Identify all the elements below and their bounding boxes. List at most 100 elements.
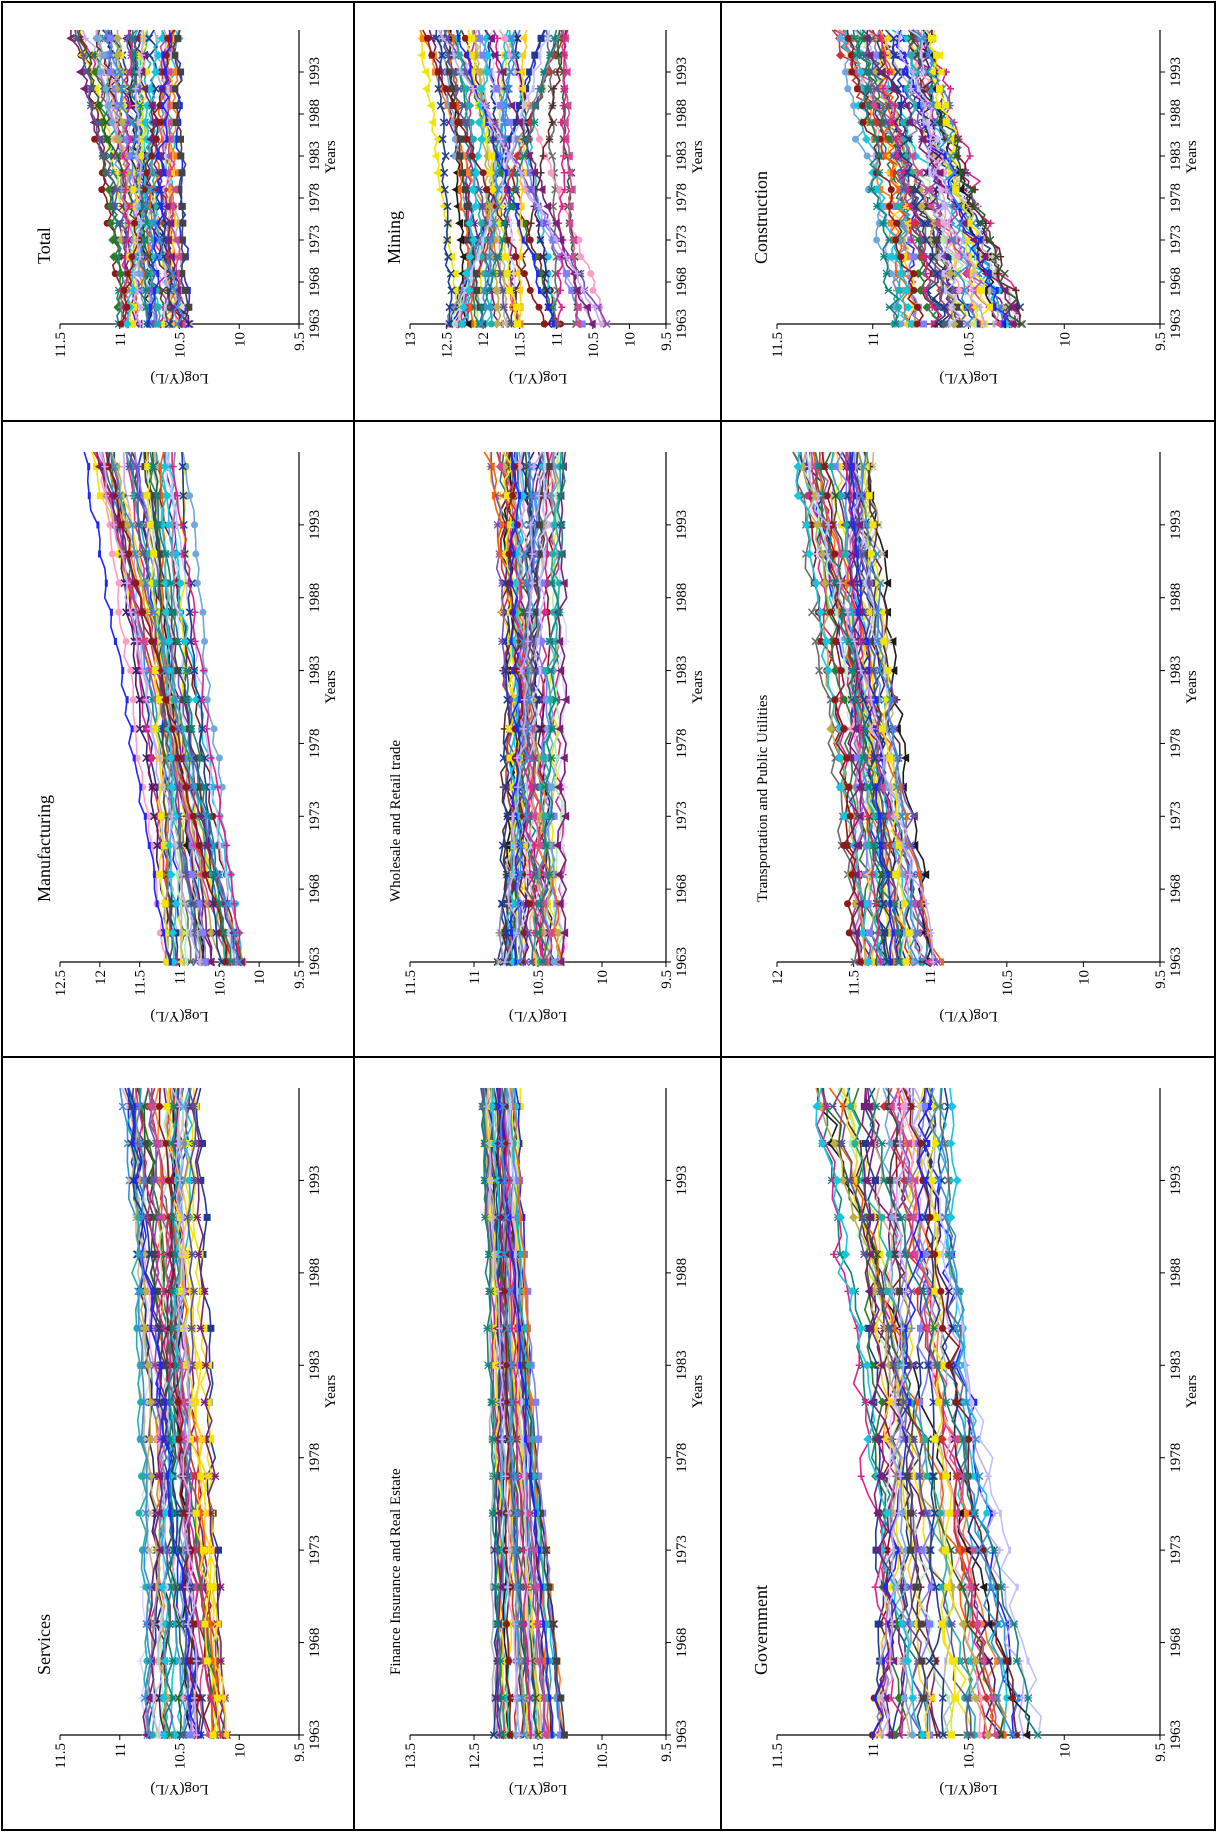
series-marker [892, 236, 900, 244]
series-marker [147, 841, 151, 849]
series-marker [155, 900, 159, 908]
series-marker [486, 169, 494, 177]
series-marker [501, 34, 509, 42]
series-marker [461, 186, 469, 194]
series-marker [517, 696, 521, 704]
y-tick-label: 9.5 [659, 970, 675, 989]
series-marker [162, 929, 166, 937]
series-marker [136, 320, 144, 328]
series-marker [538, 51, 542, 59]
series-marker [935, 85, 943, 93]
series-marker [511, 667, 515, 675]
series-marker [562, 637, 570, 645]
y-tick-label: 10 [1076, 970, 1092, 985]
y-tick-label: 10 [1057, 332, 1073, 347]
series-marker [150, 219, 159, 228]
x-axis-label: Years [1184, 140, 1200, 174]
series-marker [167, 252, 176, 262]
series-marker [102, 118, 111, 127]
series-marker [536, 270, 540, 278]
series-marker [562, 270, 570, 278]
series-marker [913, 320, 921, 328]
series-marker [465, 102, 473, 110]
series-marker [952, 186, 960, 194]
series-marker [140, 34, 148, 42]
series-marker [136, 169, 144, 177]
series-marker [893, 219, 901, 227]
series-marker [469, 135, 477, 143]
y-tick-label: 13 [403, 332, 419, 347]
series-marker [458, 202, 462, 210]
series-marker [166, 85, 170, 93]
series-marker [146, 320, 150, 328]
series-marker [512, 253, 520, 261]
series-marker [506, 186, 510, 194]
series-marker [87, 492, 91, 500]
series-marker [132, 754, 136, 762]
series-marker [483, 186, 491, 194]
series-marker [106, 218, 116, 228]
series-marker [174, 252, 183, 262]
x-tick-label: 1973 [307, 801, 323, 831]
series-marker [889, 169, 893, 177]
chart-1: Mining9.51010.51111.51212.513Log(Y/L)196… [384, 29, 706, 386]
series-marker [863, 152, 871, 160]
series-marker [148, 152, 156, 160]
series-marker [516, 202, 520, 210]
y-tick-label: 11 [173, 970, 189, 984]
series-marker [910, 270, 918, 278]
series-marker [141, 236, 149, 244]
series-marker [844, 85, 852, 93]
series-marker [157, 33, 167, 43]
series-marker [128, 253, 136, 261]
y-tick-label: 11.5 [403, 970, 419, 996]
series-marker [172, 102, 180, 110]
chart-title: Construction [751, 171, 771, 264]
series-marker [505, 286, 513, 294]
series-marker [154, 168, 163, 178]
series-marker [135, 186, 143, 194]
series-marker [503, 270, 511, 278]
x-tick-label: 1963 [674, 947, 690, 977]
series-marker [186, 492, 194, 500]
series-marker [90, 67, 100, 77]
y-tick-label: 9.5 [1153, 332, 1169, 351]
series-marker [152, 871, 156, 879]
chart-5: Transportation and Public Utilities9.510… [755, 451, 1200, 1024]
y-tick-label: 11 [866, 332, 882, 346]
series-marker [546, 303, 550, 311]
series-marker [973, 320, 977, 328]
series-marker [148, 303, 152, 311]
series-marker [137, 303, 145, 311]
x-tick-label: 1978 [307, 728, 323, 758]
x-axis-label: Years [323, 140, 339, 174]
series-marker [913, 303, 921, 311]
series-marker [178, 169, 186, 177]
y-tick-label: 10.5 [531, 970, 547, 996]
series-marker [106, 34, 114, 42]
series-marker [977, 286, 985, 294]
y-tick-label: 10 [232, 332, 248, 347]
series-marker [113, 185, 122, 194]
series-marker [897, 253, 905, 261]
series-marker [848, 68, 856, 76]
series-marker [129, 696, 137, 704]
series-marker [547, 521, 551, 529]
series-marker [93, 118, 102, 127]
series-marker [157, 118, 165, 126]
series-marker [910, 286, 918, 294]
series-marker [128, 320, 136, 328]
series-marker [160, 102, 164, 110]
series-marker [99, 51, 107, 59]
series-marker [512, 608, 516, 616]
series-marker [986, 303, 994, 311]
series-marker [513, 320, 521, 328]
x-tick-label: 1978 [1168, 728, 1184, 758]
series-marker [521, 236, 525, 244]
series-marker [115, 67, 124, 77]
series-marker [201, 871, 209, 879]
series-marker [841, 68, 849, 76]
series-marker [156, 270, 160, 278]
series-marker [459, 169, 467, 177]
chart-title: Manufacturing [34, 795, 54, 902]
